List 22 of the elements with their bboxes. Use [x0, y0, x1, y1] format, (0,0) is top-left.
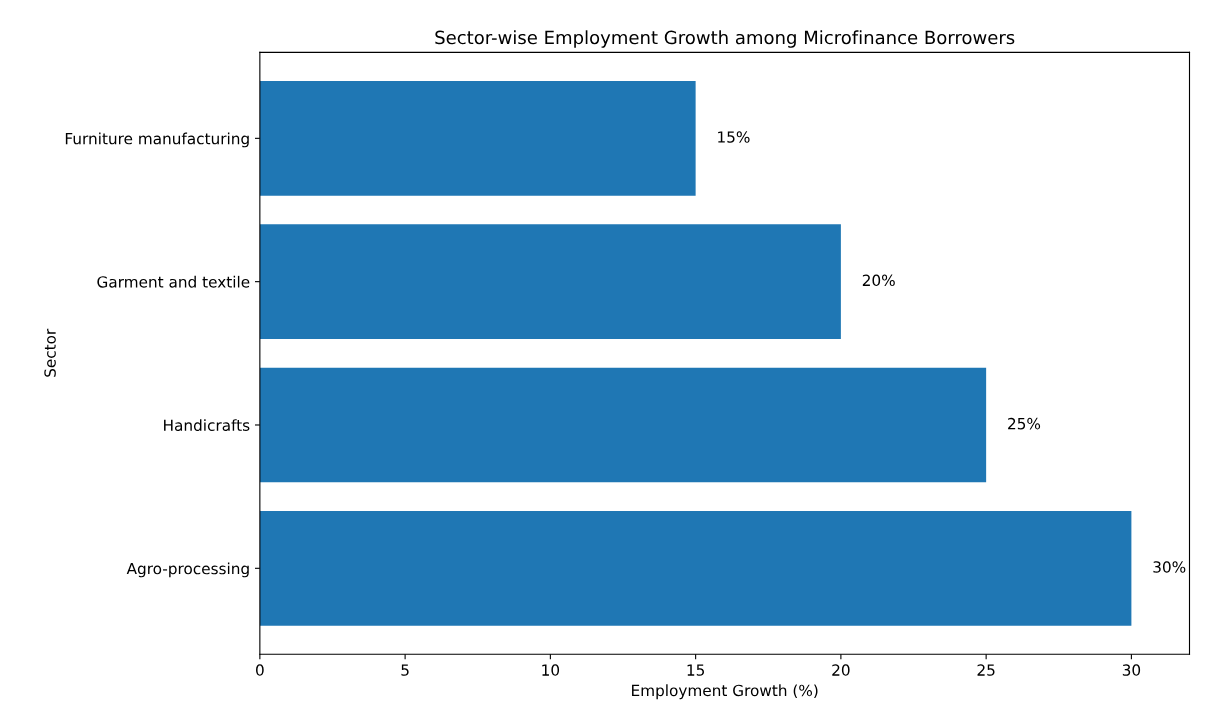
chart-title: Sector-wise Employment Growth among Microfinance Borrowers [435, 30, 1015, 48]
bar [259, 224, 841, 339]
x-tick-label: 15 [687, 664, 705, 676]
y-tick-label: Handicrafts [164, 419, 250, 432]
x-tick-label: 30 [1122, 664, 1141, 676]
bar [259, 367, 987, 483]
x-tick-label: 25 [977, 664, 995, 676]
y-tick-label: Furniture manufacturing [65, 132, 249, 148]
data-label: 25% [1008, 417, 1041, 430]
x-tick-label: 10 [542, 664, 560, 676]
y-tick-label: Garment and textile [97, 275, 250, 288]
y-tick-label: Agro-processing [126, 562, 249, 578]
x-tick-label: 0 [256, 664, 264, 676]
data-label: 30% [1153, 561, 1186, 573]
x-tick-label: 5 [401, 664, 409, 676]
data-label: 20% [862, 274, 895, 287]
x-axis-title: Employment Growth (%) [632, 684, 818, 700]
data-label: 15% [718, 131, 750, 143]
bar [259, 510, 1132, 626]
x-tick-label: 20 [832, 664, 850, 676]
y-axis-title: Sector [44, 328, 56, 377]
bar [259, 81, 696, 196]
